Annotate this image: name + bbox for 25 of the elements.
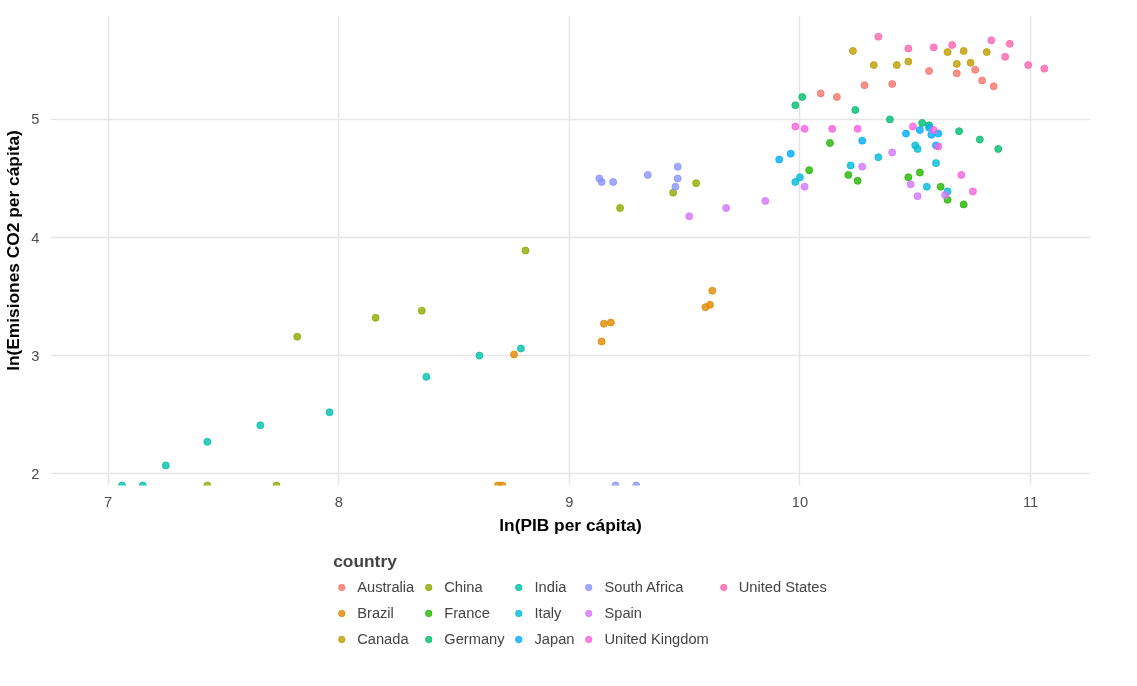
x-tick-label: 11 <box>1022 493 1039 510</box>
legend-label: United Kingdom <box>604 630 709 647</box>
y-tick-label: 5 <box>31 111 40 128</box>
legend-label: Spain <box>604 604 642 621</box>
legend-label: Italy <box>534 604 562 621</box>
x-axis-title: ln(PIB per cápita) <box>499 514 642 535</box>
x-tick-label: 7 <box>104 493 113 510</box>
x-tick-label: 8 <box>334 493 343 510</box>
legend-label: China <box>444 578 483 595</box>
legend-title: country <box>333 550 398 572</box>
y-tick-label: 3 <box>31 347 40 364</box>
y-tick-label: 2 <box>31 465 40 482</box>
legend-label: Canada <box>357 630 409 647</box>
legend-label: South Africa <box>604 578 684 595</box>
legend-label: France <box>444 604 490 621</box>
y-axis-title: ln(Emisiones CO2 per cápita) <box>3 130 24 371</box>
legend-label: Australia <box>357 578 415 595</box>
legend-label: India <box>534 578 567 595</box>
y-tick-label: 4 <box>31 229 40 246</box>
x-tick-label: 10 <box>791 493 809 510</box>
legend-label: Germany <box>444 630 505 647</box>
legend-label: Brazil <box>357 604 394 621</box>
legend-label: United States <box>738 578 827 595</box>
legend-label: Japan <box>534 630 575 647</box>
x-tick-label: 9 <box>565 493 574 510</box>
